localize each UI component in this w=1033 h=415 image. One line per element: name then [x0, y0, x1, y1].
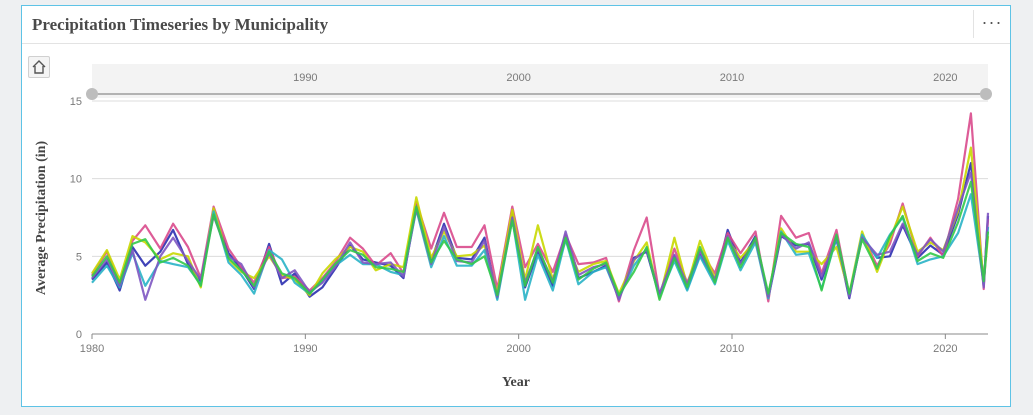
navigator-tick-label: 2010	[720, 72, 744, 84]
y-tick-label: 10	[70, 174, 82, 186]
navigator-tick-label: 2020	[933, 72, 957, 84]
navigator-left-handle[interactable]	[86, 88, 98, 100]
navigator-background	[92, 64, 988, 98]
more-options-button[interactable]: ···	[973, 10, 1010, 38]
chart-card: Precipitation Timeseries by Municipality…	[21, 5, 1011, 407]
x-tick-label: 2000	[506, 343, 530, 355]
x-tick-label: 2010	[720, 343, 744, 355]
x-axis-label: Year	[502, 375, 530, 390]
navigator-right-handle[interactable]	[980, 88, 992, 100]
series-line-6[interactable]	[91, 180, 990, 301]
chart-title: Precipitation Timeseries by Municipality	[32, 15, 329, 34]
navigator-tick-label: 2000	[506, 72, 530, 84]
y-axis-label: Average Precipitation (in)	[34, 141, 49, 296]
y-tick-label: 0	[76, 329, 82, 341]
line-chart: 1990 2000 2010 2020 0 5 10 15 1980 1990 2000 2010 2…	[34, 64, 992, 390]
x-tick-label: 2020	[933, 343, 957, 355]
x-tick-label: 1990	[293, 343, 317, 355]
navigator-tick-label: 1990	[293, 72, 317, 84]
y-tick-label: 15	[70, 96, 82, 108]
home-icon[interactable]	[28, 56, 50, 78]
y-tick-label: 5	[76, 251, 82, 263]
card-header: Precipitation Timeseries by Municipality…	[22, 6, 1010, 44]
x-tick-label: 1980	[80, 343, 104, 355]
